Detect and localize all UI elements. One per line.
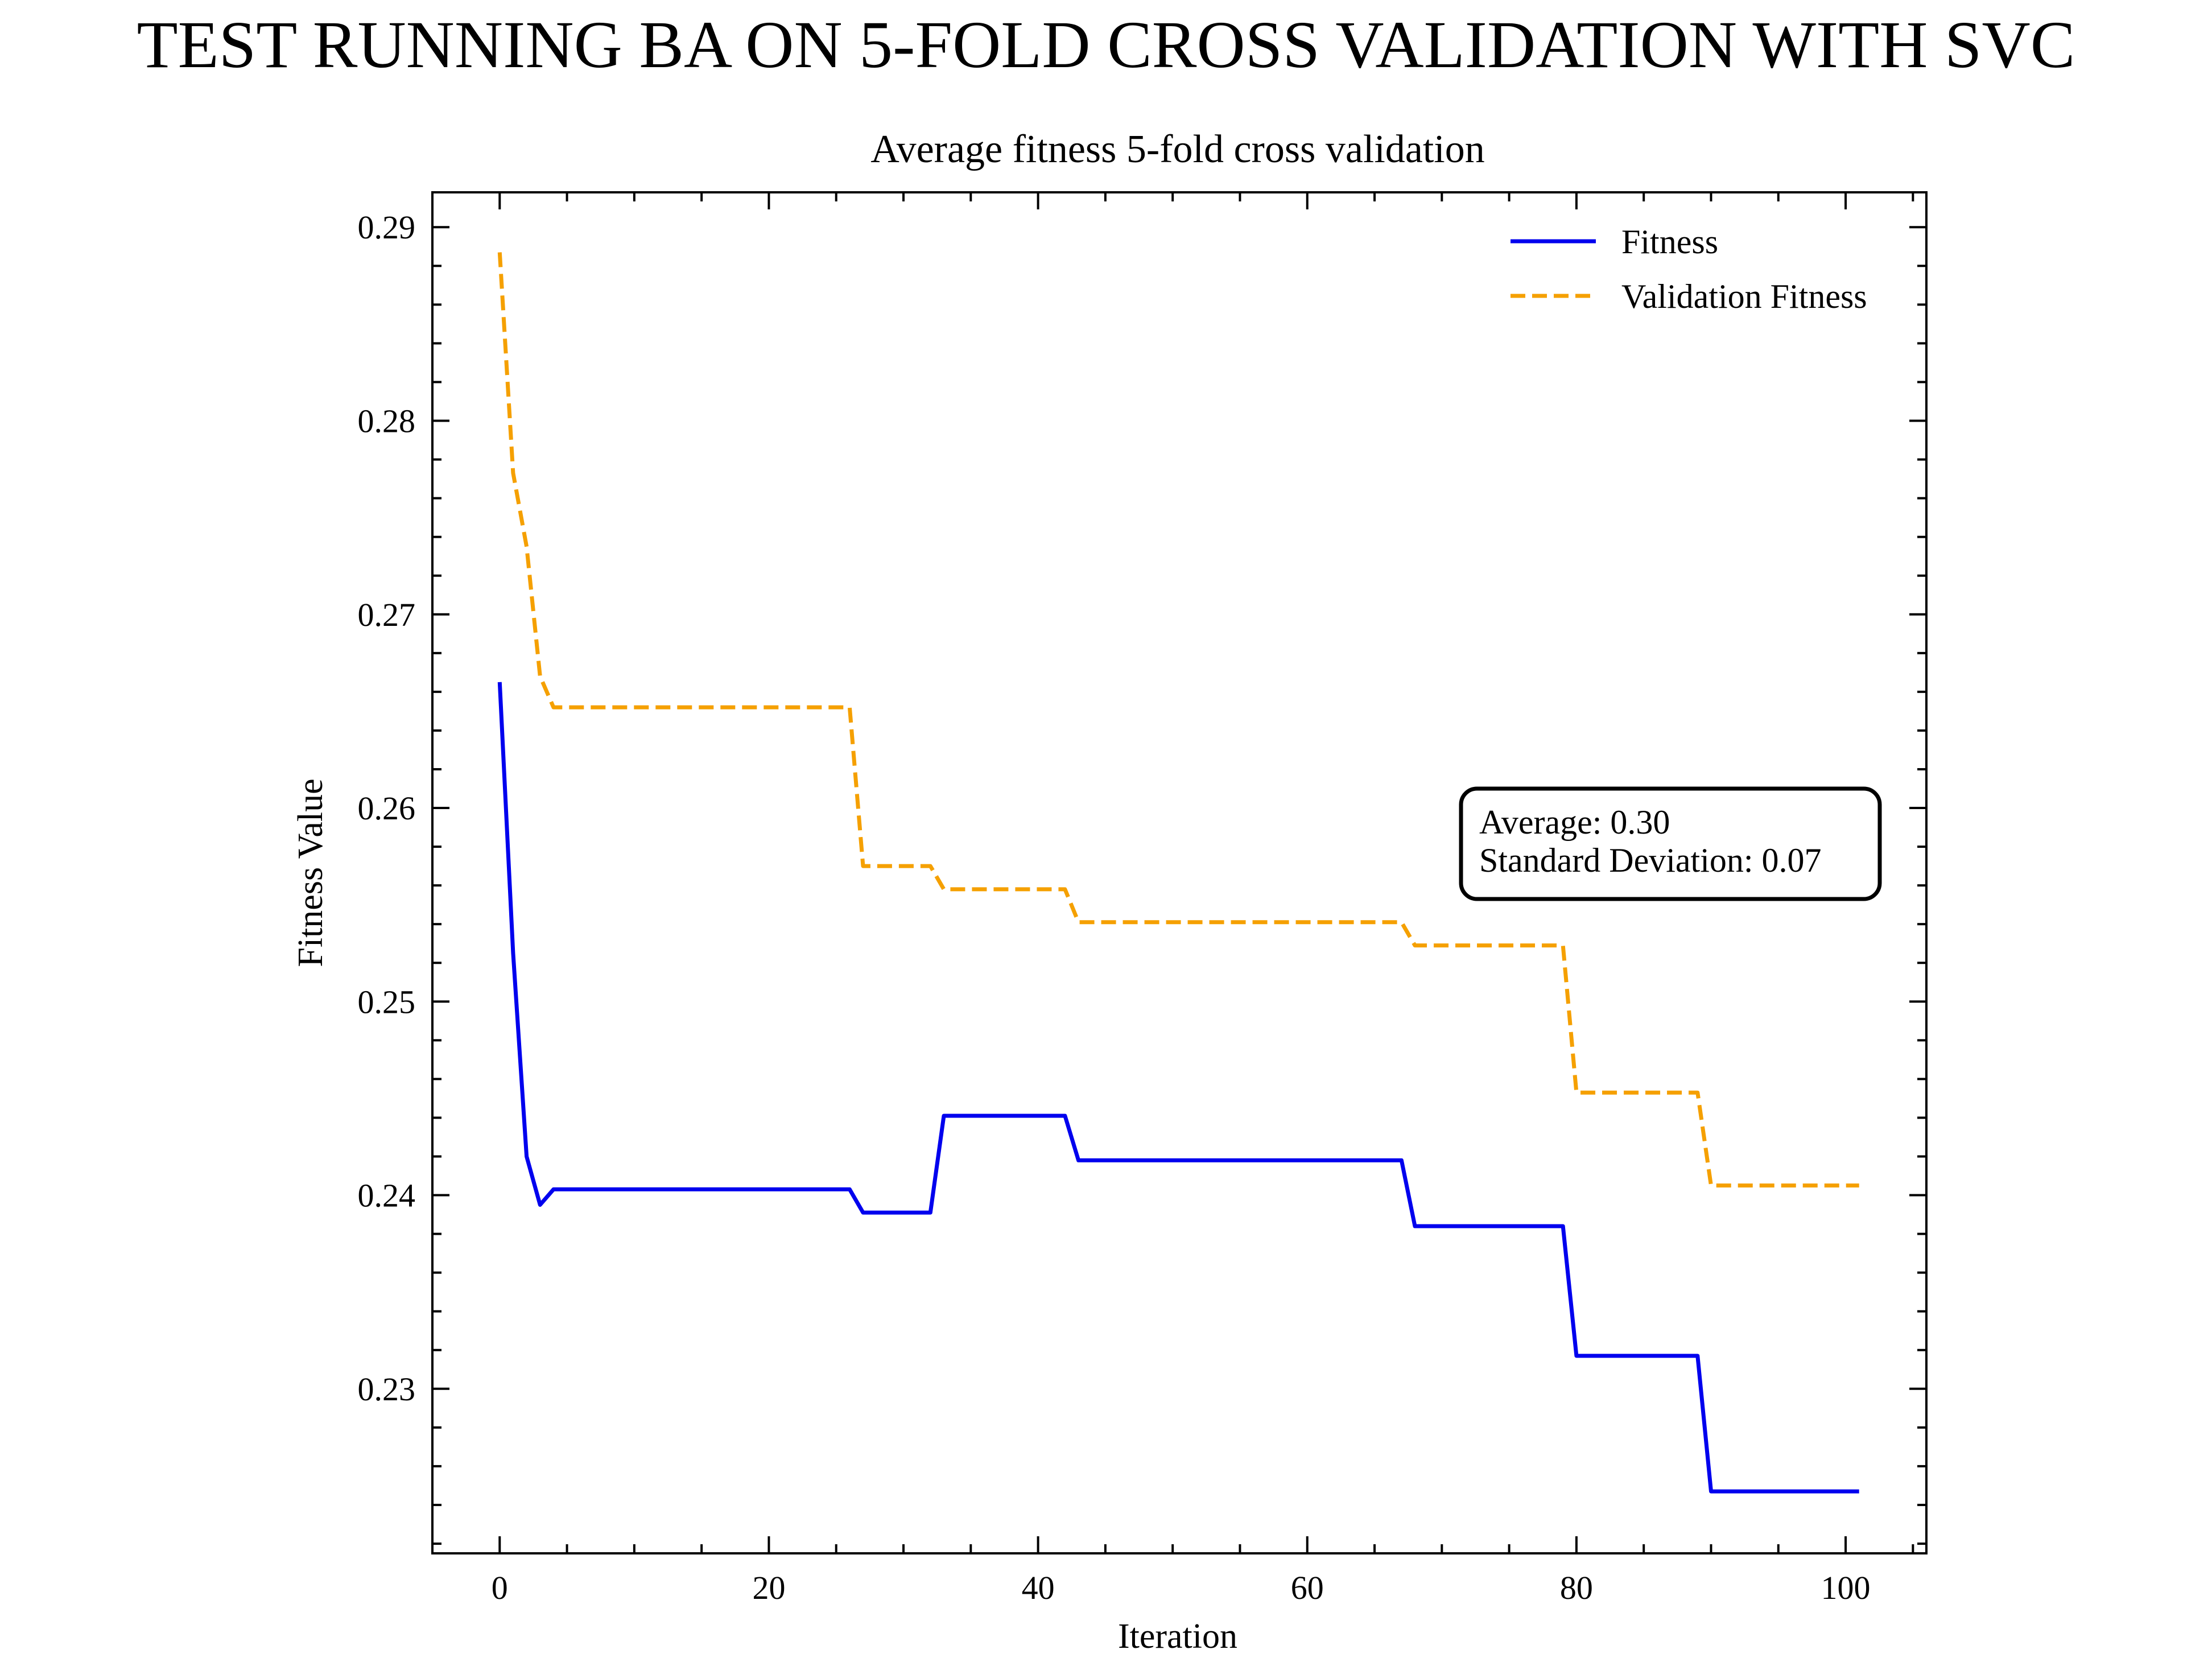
x-tick-label: 80 <box>1560 1569 1593 1606</box>
y-tick-label: 0.28 <box>358 403 416 440</box>
legend-label-fitness: Fitness <box>1621 223 1718 261</box>
x-axis-label: Iteration <box>1118 1617 1237 1656</box>
y-tick-label: 0.24 <box>358 1177 416 1214</box>
series-line-validation-fitness <box>497 252 1859 1187</box>
y-tick-label: 0.26 <box>358 790 416 827</box>
x-tick-label: 20 <box>752 1569 785 1606</box>
legend: Fitness Validation Fitness <box>1511 223 1867 315</box>
series-layer <box>497 252 1859 1494</box>
series-line-fitness <box>497 682 1859 1494</box>
x-tick-label: 0 <box>492 1569 508 1606</box>
stats-box-frame <box>1459 786 1882 901</box>
stats-annotation-box: Average: 0.30 Standard Deviation: 0.07 <box>1459 786 1882 901</box>
y-tick-label: 0.23 <box>358 1371 416 1408</box>
x-tick-label: 40 <box>1022 1569 1055 1606</box>
legend-label-validation-fitness: Validation Fitness <box>1621 278 1867 315</box>
x-tick-label: 60 <box>1291 1569 1324 1606</box>
y-tick-label: 0.29 <box>358 209 416 246</box>
y-tick-label: 0.25 <box>358 983 416 1020</box>
figure-suptitle: TEST RUNNING BA ON 5-FOLD CROSS VALIDATI… <box>137 7 2075 82</box>
axes-title: Average fitness 5-fold cross validation <box>870 127 1485 171</box>
axis-ticks: 0 20 40 60 80 100 0.23 0.24 0.25 0.26 0.27 0.28 0.29 <box>358 192 1926 1606</box>
stats-std-text: Standard Deviation: 0.07 <box>1479 842 1822 879</box>
y-axis-label: Fitness Value <box>291 778 330 967</box>
plot-area-frame <box>431 191 1928 1554</box>
y-tick-label: 0.27 <box>358 596 416 633</box>
x-tick-label: 100 <box>1821 1569 1871 1606</box>
stats-average-text: Average: 0.30 <box>1479 803 1670 841</box>
